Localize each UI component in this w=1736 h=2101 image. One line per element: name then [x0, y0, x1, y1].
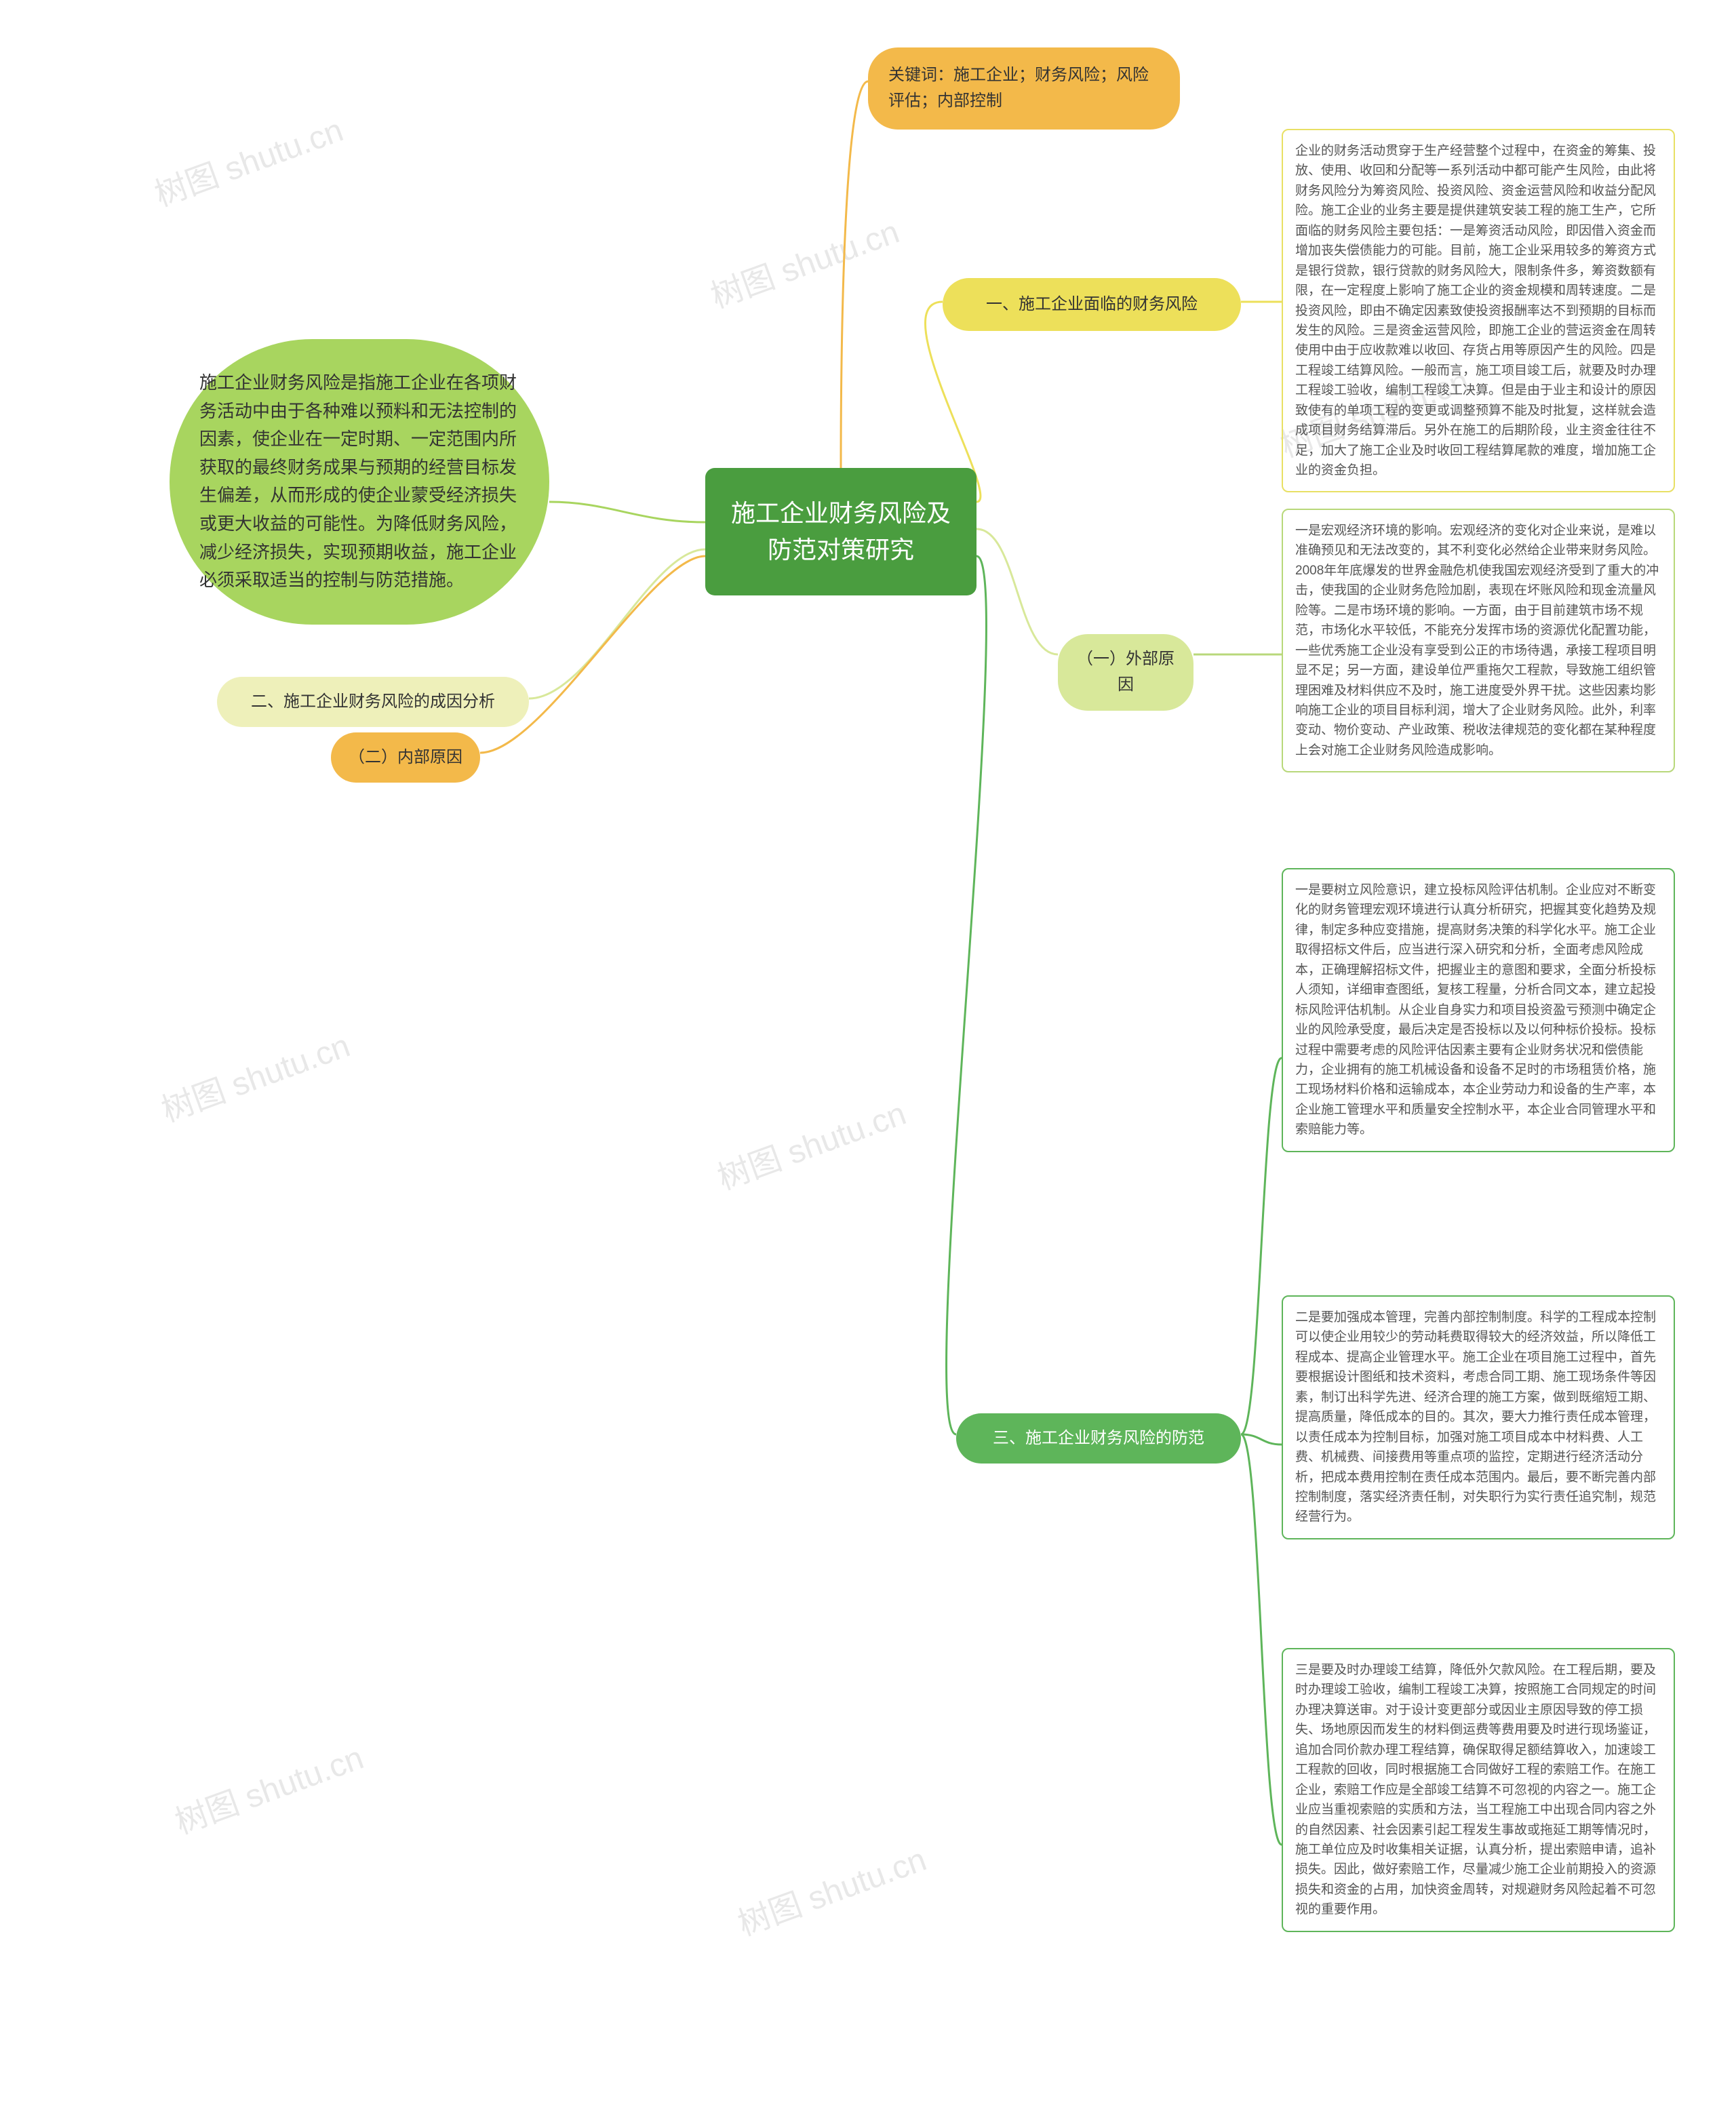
keywords-node[interactable]: 关键词：施工企业；财务风险；风险评估；内部控制: [868, 47, 1180, 130]
watermark: 树图 shutu.cn: [167, 1731, 369, 1843]
internal-reason-node[interactable]: （二）内部原因: [331, 732, 480, 783]
section1-node[interactable]: 一、施工企业面临的财务风险: [943, 278, 1241, 331]
watermark: 树图 shutu.cn: [703, 205, 905, 317]
prevention-detail-1-node[interactable]: 一是要树立风险意识，建立投标风险评估机制。企业应对不断变化的财务管理宏观环境进行…: [1282, 868, 1675, 1152]
prevention-detail-2-node[interactable]: 二是要加强成本管理，完善内部控制制度。科学的工程成本控制可以使企业用较少的劳动耗…: [1282, 1295, 1675, 1539]
root-node[interactable]: 施工企业财务风险及防范对策研究: [705, 468, 976, 595]
watermark: 树图 shutu.cn: [154, 1019, 355, 1131]
watermark: 树图 shutu.cn: [147, 103, 349, 215]
section3-node[interactable]: 三、施工企业财务风险的防范: [956, 1413, 1241, 1464]
section1-detail-node[interactable]: 企业的财务活动贯穿于生产经营整个过程中，在资金的筹集、投放、使用、收回和分配等一…: [1282, 129, 1675, 492]
prevention-detail-3-node[interactable]: 三是要及时办理竣工结算，降低外欠款风险。在工程后期，要及时办理竣工验收，编制工程…: [1282, 1648, 1675, 1932]
external-reason-detail-node[interactable]: 一是宏观经济环境的影响。宏观经济的变化对企业来说，是难以准确预见和无法改变的，其…: [1282, 509, 1675, 772]
intro-node[interactable]: 施工企业财务风险是指施工企业在各项财务活动中由于各种难以预料和无法控制的因素，使…: [170, 339, 549, 625]
external-reason-node[interactable]: （一）外部原因: [1058, 634, 1194, 711]
watermark: 树图 shutu.cn: [710, 1086, 911, 1198]
watermark: 树图 shutu.cn: [730, 1832, 932, 1944]
section2-node[interactable]: 二、施工企业财务风险的成因分析: [217, 677, 529, 727]
